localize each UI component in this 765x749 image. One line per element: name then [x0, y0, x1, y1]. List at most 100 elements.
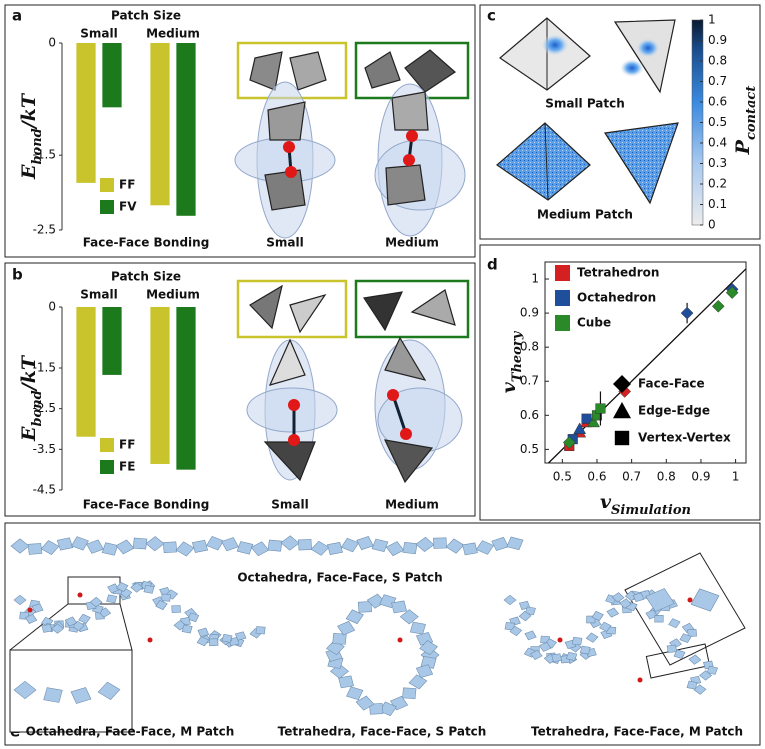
particle: [310, 540, 330, 556]
particle: [196, 636, 210, 647]
colorbar-label-part: contact: [744, 86, 759, 140]
particle: [106, 594, 118, 604]
particle: [143, 584, 155, 594]
particle: [391, 600, 407, 614]
particle: [408, 674, 428, 690]
panel-label: c: [487, 7, 496, 25]
particle: [340, 537, 360, 553]
legend-swatch: [555, 265, 570, 281]
particle: [551, 653, 563, 663]
y-axis-label-part: bond: [30, 128, 45, 164]
particle: [191, 539, 209, 553]
particle: [86, 539, 104, 554]
particle: [13, 594, 27, 606]
y-tick-label: -1.5: [33, 361, 56, 375]
panel-frame: [4, 262, 476, 517]
particle: [509, 625, 523, 637]
particle: [130, 582, 144, 593]
particle: [221, 537, 239, 552]
legend-label: Cube: [577, 316, 611, 330]
y-tick-label: 0: [48, 36, 56, 50]
particle: [506, 536, 524, 551]
particle: [688, 654, 702, 665]
legend-label: Tetrahedron: [577, 266, 659, 280]
marker: [595, 403, 606, 414]
y-axis-label-part: Theory: [510, 330, 525, 382]
particle: [41, 623, 53, 633]
legend-swatch: [100, 178, 114, 192]
particle: [356, 536, 374, 551]
colorbar-label-part: P: [732, 139, 754, 155]
particle: [415, 536, 435, 552]
marker: [711, 299, 725, 313]
x-axis-label: vSimulation: [600, 491, 691, 518]
legend-swatch: [100, 438, 114, 452]
particle: [31, 603, 44, 613]
legend-label: Vertex-Vertex: [638, 431, 731, 445]
caption: Tetrahedra, Face-Face, S Patch: [278, 725, 487, 739]
y-tick-label: 0.7: [520, 374, 539, 388]
y-tick-label: 0.5: [520, 442, 539, 456]
illustration: [234, 41, 470, 239]
x-axis-label: Face-Face Bonding: [83, 498, 210, 512]
particle: [228, 637, 240, 646]
particle: [10, 538, 30, 554]
legend-label: FV: [119, 200, 137, 214]
category-label: Small: [80, 288, 117, 302]
particle: [529, 649, 543, 660]
particle: [56, 537, 74, 551]
legend-label: Edge-Edge: [638, 404, 710, 418]
bar: [102, 43, 122, 108]
particle: [668, 618, 681, 629]
particle: [673, 649, 686, 659]
particle: [234, 631, 247, 641]
particle: [162, 541, 178, 554]
panel-label: d: [487, 256, 498, 274]
legend-swatch: [100, 200, 114, 214]
particle: [71, 536, 89, 551]
particle: [565, 651, 578, 661]
particle: [255, 626, 266, 635]
x-tick-label: 0.6: [587, 470, 606, 484]
y-axis-label-part: /kT: [18, 92, 40, 130]
marker: [725, 286, 739, 300]
caption: Small Patch: [545, 97, 625, 111]
panel-frame: [4, 522, 761, 746]
particle: [699, 670, 713, 681]
particle: [40, 540, 60, 555]
y-axis-label-part: /kT: [18, 354, 40, 392]
particle: [338, 675, 354, 689]
x-tick-label: 0.5: [553, 470, 572, 484]
particle: [346, 686, 364, 701]
caption: Small: [271, 498, 308, 512]
y-tick-label: 0: [48, 300, 56, 314]
legend-swatch: [555, 315, 570, 331]
particle: [89, 596, 103, 608]
particle: [64, 616, 78, 627]
panel-frame: [479, 244, 761, 521]
x-axis-label-part: v: [600, 491, 612, 513]
x-tick-label: 1: [732, 470, 740, 484]
particle: [355, 695, 375, 711]
patch-dot: [27, 607, 33, 613]
particle: [706, 665, 719, 675]
panel-frame: [479, 4, 761, 240]
particle: [475, 540, 495, 555]
patch-dot: [687, 597, 693, 603]
bar: [150, 43, 170, 206]
particle: [70, 687, 92, 704]
caption: Small: [266, 236, 303, 250]
category-label: Medium: [146, 27, 200, 41]
legend-label: FE: [119, 460, 135, 474]
particle: [330, 663, 349, 679]
particle: [132, 537, 148, 550]
plot-frame: [544, 261, 747, 464]
category-label: Small: [80, 27, 117, 41]
particle: [693, 684, 707, 695]
particle: [221, 633, 233, 643]
y-axis-label-part: E: [18, 164, 40, 180]
y-axis-label-part: bond: [30, 390, 45, 426]
particle: [415, 664, 434, 679]
